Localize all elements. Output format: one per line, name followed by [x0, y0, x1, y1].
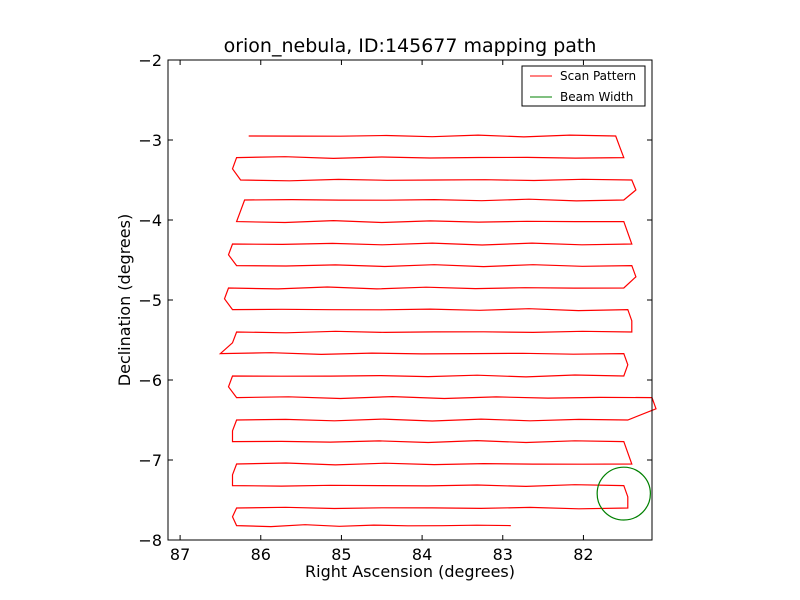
x-tick-label: 84: [412, 545, 432, 564]
x-tick-label: 86: [251, 545, 271, 564]
scan-pattern-line: [218, 134, 657, 528]
legend-label-scan-pattern: Scan Pattern: [560, 69, 636, 83]
x-tick-label: 87: [170, 545, 190, 564]
y-tick-label: −8: [138, 531, 162, 550]
plot-frame: [167, 59, 653, 541]
beam-width-series: [596, 466, 651, 521]
beam-width-circle: [596, 466, 651, 521]
legend-box: [521, 65, 646, 107]
x-axis-label: Right Ascension (degrees): [305, 562, 515, 581]
y-tick-label: −2: [138, 51, 162, 70]
y-tick-label: −6: [138, 371, 162, 390]
scan-pattern-series: [218, 134, 657, 528]
y-tick-label: −5: [138, 291, 162, 310]
y-tick-label: −3: [138, 131, 162, 150]
legend-label-beam-width: Beam Width: [560, 90, 633, 104]
y-axis-label: Declination (degrees): [115, 214, 134, 386]
x-axis-ticks: 87 86 85 84 83 82: [170, 60, 594, 564]
plot-background: [168, 60, 652, 540]
x-tick-label: 82: [573, 545, 593, 564]
x-tick-label: 83: [493, 545, 513, 564]
y-tick-label: −4: [138, 211, 162, 230]
x-tick-label: 85: [331, 545, 351, 564]
legend: Scan Pattern Beam Width: [521, 65, 646, 107]
y-tick-label: −7: [138, 451, 162, 470]
chart-title: orion_nebula, ID:145677 mapping path: [224, 35, 597, 57]
